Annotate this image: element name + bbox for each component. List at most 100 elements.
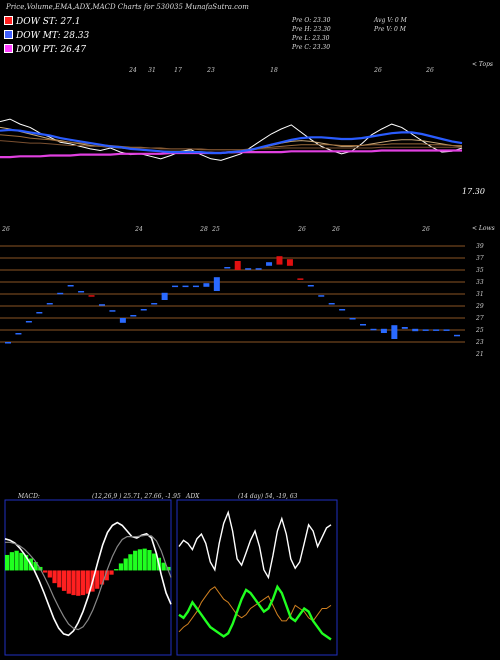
macd-histogram-bar — [33, 562, 38, 571]
stat-avg-volume: Avg V: 0 M — [374, 17, 407, 24]
price-bar — [391, 325, 398, 339]
price-bar — [245, 268, 252, 270]
price-bar — [360, 324, 367, 326]
stat-high: Pre H: 23.30 — [292, 26, 331, 33]
stat-close: Pre C: 23.30 — [292, 44, 331, 51]
bar-top-tick-label: 24 — [134, 226, 143, 233]
macd-histogram-bar — [114, 569, 119, 571]
macd-histogram-bar — [123, 558, 128, 571]
macd-histogram-bar — [23, 554, 29, 571]
price-bar — [266, 262, 273, 266]
adx-series-di_plus_orange — [178, 586, 332, 633]
series-line-ema_long — [0, 140, 462, 151]
macd-histogram-bar — [152, 553, 157, 571]
adx-label: ADX — [186, 493, 200, 500]
bar-top-tick-label: 26 — [421, 226, 430, 233]
macd-histogram-bar — [137, 549, 143, 571]
macd-histogram-bar — [57, 570, 62, 588]
price-bar — [286, 259, 293, 266]
dow-mt-text: DOW MT: 28.33 — [16, 31, 90, 41]
price-bar — [25, 321, 32, 323]
bar-top-tick-label: 26 — [297, 226, 306, 233]
macd-histogram-bar — [128, 554, 133, 571]
dow-pt-label: DOW PT: 26.47 — [4, 44, 86, 55]
y-tick-label: 37 — [476, 255, 484, 262]
macd-histogram-bar — [5, 554, 10, 571]
macd-histogram-bar — [80, 570, 86, 596]
price-bar — [339, 309, 346, 311]
y-tick-label: 25 — [475, 327, 484, 334]
bar-top-tick-label: 28 — [199, 226, 208, 233]
y-tick-label: 23 — [475, 339, 484, 346]
price-bar — [422, 329, 429, 331]
price-bar — [255, 268, 262, 270]
macd-histogram-bar — [133, 550, 138, 571]
macd-histogram-bar — [47, 570, 52, 578]
macd-histogram-bar — [109, 570, 114, 575]
macd-histogram-bar — [19, 552, 24, 571]
price-bar — [203, 283, 210, 287]
macd-histogram-bar — [118, 563, 124, 571]
adx-series-di_minus_green — [178, 584, 332, 641]
price-bar — [443, 329, 450, 331]
price-bar — [328, 303, 335, 305]
macd-params: (12,26,9 ) 25.71, 27.66, -1.95 — [92, 493, 181, 500]
price-bar — [182, 285, 189, 288]
price-bar — [454, 334, 460, 337]
stat-prev-volume: Pre V: 0 M — [374, 26, 406, 33]
macd-histogram-bar — [71, 570, 76, 596]
dow-mt-swatch — [4, 30, 13, 39]
macd-histogram-bar — [76, 570, 81, 596]
price-bar — [78, 291, 85, 293]
price-bar — [297, 278, 304, 280]
macd-histogram-bar — [9, 552, 15, 571]
macd-histogram-bar — [42, 570, 48, 573]
macd-signal-line — [5, 534, 172, 631]
price-bar — [140, 309, 147, 311]
top-tick-label: 26 — [425, 67, 434, 74]
y-tick-label: 33 — [476, 279, 484, 286]
price-bar — [88, 295, 95, 297]
dow-st-swatch — [4, 16, 13, 25]
macd-histogram-bar — [95, 570, 100, 589]
price-bar — [276, 256, 283, 265]
bar-top-tick-label: 26 — [331, 226, 340, 233]
top-tick-label: 24 — [128, 67, 137, 74]
price-bar — [412, 328, 419, 332]
price-bar — [109, 310, 116, 312]
macd-histogram-bar — [161, 562, 166, 571]
series-line-ema_blue — [0, 128, 463, 155]
price-bar — [401, 327, 408, 329]
price-bar — [57, 292, 64, 295]
top-tick-label: 18 — [270, 67, 278, 74]
macd-histogram-bar — [99, 570, 105, 585]
bar-top-tick-label: 25 — [211, 226, 220, 233]
price-bar — [119, 318, 126, 323]
macd-histogram-bar — [142, 548, 147, 571]
top-tick-label: 26 — [373, 67, 382, 74]
price-bar — [380, 328, 387, 333]
y-tick-label: 27 — [475, 315, 484, 322]
y-tick-label: 29 — [475, 303, 484, 310]
price-bar — [349, 318, 356, 320]
price-bar — [130, 315, 137, 317]
macd-histogram-bar — [61, 570, 67, 591]
adx-panel-frame — [176, 499, 338, 656]
dow-st-text: DOW ST: 27.1 — [16, 17, 81, 27]
y-tick-label: 21 — [475, 351, 484, 358]
price-bar — [234, 261, 241, 270]
adx-series-adx_white — [178, 510, 332, 580]
price-bar — [151, 303, 158, 305]
dow-pt-text: DOW PT: 26.47 — [16, 45, 87, 55]
macd-histogram-bar — [14, 550, 19, 571]
price-bar — [161, 292, 168, 300]
last-price-label: 17.30 — [462, 187, 485, 196]
macd-histogram-bar — [52, 570, 57, 584]
macd-line — [4, 521, 172, 637]
price-bar — [213, 277, 220, 291]
stat-low: Pre L: 23.30 — [292, 35, 330, 42]
price-bar — [433, 329, 440, 331]
price-bar — [318, 295, 325, 297]
top-tick-label: 23 — [206, 67, 215, 74]
macd-label: MACD: — [18, 493, 40, 500]
